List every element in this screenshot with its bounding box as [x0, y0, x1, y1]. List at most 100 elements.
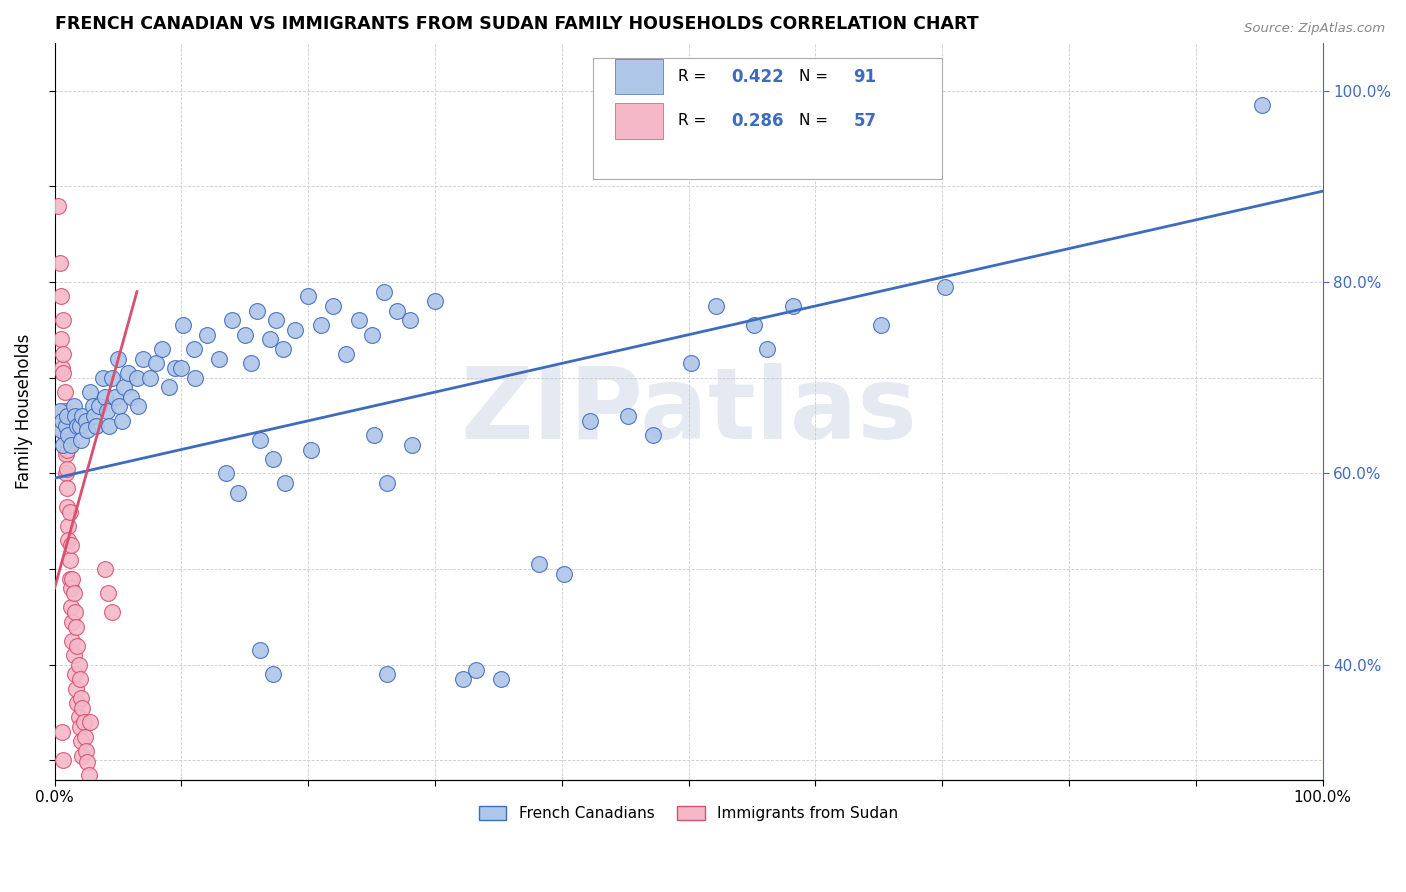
- Point: [49, 333, 72, 347]
- Point: [91, 370, 114, 384]
- Point: [65, 681, 87, 696]
- Point: [72, 701, 94, 715]
- Point: [76, 423, 98, 437]
- Point: [870, 318, 893, 333]
- Point: [228, 485, 250, 500]
- Point: [94, 390, 117, 404]
- Point: [66, 696, 89, 710]
- Point: [322, 299, 344, 313]
- Point: [48, 256, 70, 270]
- Point: [489, 672, 512, 686]
- Point: [55, 467, 77, 481]
- Point: [58, 428, 80, 442]
- Point: [72, 409, 94, 423]
- Point: [681, 356, 703, 370]
- Text: N =: N =: [799, 70, 832, 84]
- Point: [73, 715, 96, 730]
- Point: [246, 303, 269, 318]
- Point: [56, 500, 79, 514]
- Point: [150, 342, 173, 356]
- Point: [262, 667, 284, 681]
- Point: [309, 318, 332, 333]
- Point: [233, 327, 256, 342]
- Point: [77, 768, 100, 782]
- Point: [66, 639, 89, 653]
- Point: [58, 519, 80, 533]
- Point: [464, 663, 486, 677]
- Point: [184, 370, 207, 384]
- Point: [83, 409, 105, 423]
- FancyBboxPatch shape: [614, 59, 664, 95]
- Point: [48, 404, 70, 418]
- Point: [53, 385, 76, 400]
- Point: [347, 313, 370, 327]
- Point: [73, 730, 96, 744]
- Point: [63, 605, 86, 619]
- Point: [72, 748, 94, 763]
- Point: [578, 414, 600, 428]
- Point: [59, 552, 82, 566]
- Point: [55, 447, 77, 461]
- Point: [120, 390, 142, 404]
- Point: [75, 744, 97, 758]
- Point: [60, 615, 83, 629]
- Point: [107, 351, 129, 366]
- Point: [221, 313, 243, 327]
- Point: [274, 475, 297, 490]
- Point: [385, 303, 408, 318]
- Point: [98, 418, 121, 433]
- Point: [56, 442, 79, 457]
- Point: [195, 327, 218, 342]
- Point: [70, 433, 93, 447]
- Point: [94, 562, 117, 576]
- Point: [52, 347, 75, 361]
- Point: [299, 442, 322, 457]
- Text: 57: 57: [853, 112, 876, 130]
- Point: [51, 724, 73, 739]
- Point: [208, 351, 231, 366]
- Point: [63, 409, 86, 423]
- Point: [60, 572, 83, 586]
- Point: [259, 333, 281, 347]
- Point: [170, 361, 193, 376]
- Point: [56, 461, 79, 475]
- Point: [82, 400, 104, 414]
- Point: [100, 605, 122, 619]
- Point: [138, 370, 160, 384]
- FancyBboxPatch shape: [593, 58, 942, 179]
- Point: [53, 404, 76, 418]
- Point: [69, 720, 91, 734]
- Text: N =: N =: [799, 113, 832, 128]
- Point: [111, 414, 134, 428]
- Point: [62, 586, 84, 600]
- Point: [451, 672, 474, 686]
- Point: [49, 289, 72, 303]
- Point: [66, 418, 89, 433]
- FancyBboxPatch shape: [614, 103, 664, 138]
- Point: [335, 347, 357, 361]
- Point: [52, 438, 75, 452]
- Point: [297, 289, 319, 303]
- Point: [553, 566, 575, 581]
- Point: [63, 667, 86, 681]
- Point: [67, 710, 90, 724]
- Point: [108, 400, 131, 414]
- Text: Source: ZipAtlas.com: Source: ZipAtlas.com: [1244, 22, 1385, 36]
- Point: [117, 366, 139, 380]
- Point: [271, 342, 294, 356]
- Point: [58, 533, 80, 548]
- Point: [65, 619, 87, 633]
- Point: [76, 756, 98, 770]
- Point: [79, 385, 101, 400]
- Point: [52, 313, 75, 327]
- Point: [100, 370, 122, 384]
- Point: [782, 299, 804, 313]
- Point: [373, 285, 395, 299]
- Point: [215, 467, 238, 481]
- Point: [60, 581, 83, 595]
- Point: [53, 428, 76, 442]
- Point: [52, 754, 75, 768]
- Point: [163, 361, 186, 376]
- Point: [104, 390, 127, 404]
- Y-axis label: Family Households: Family Households: [15, 334, 32, 489]
